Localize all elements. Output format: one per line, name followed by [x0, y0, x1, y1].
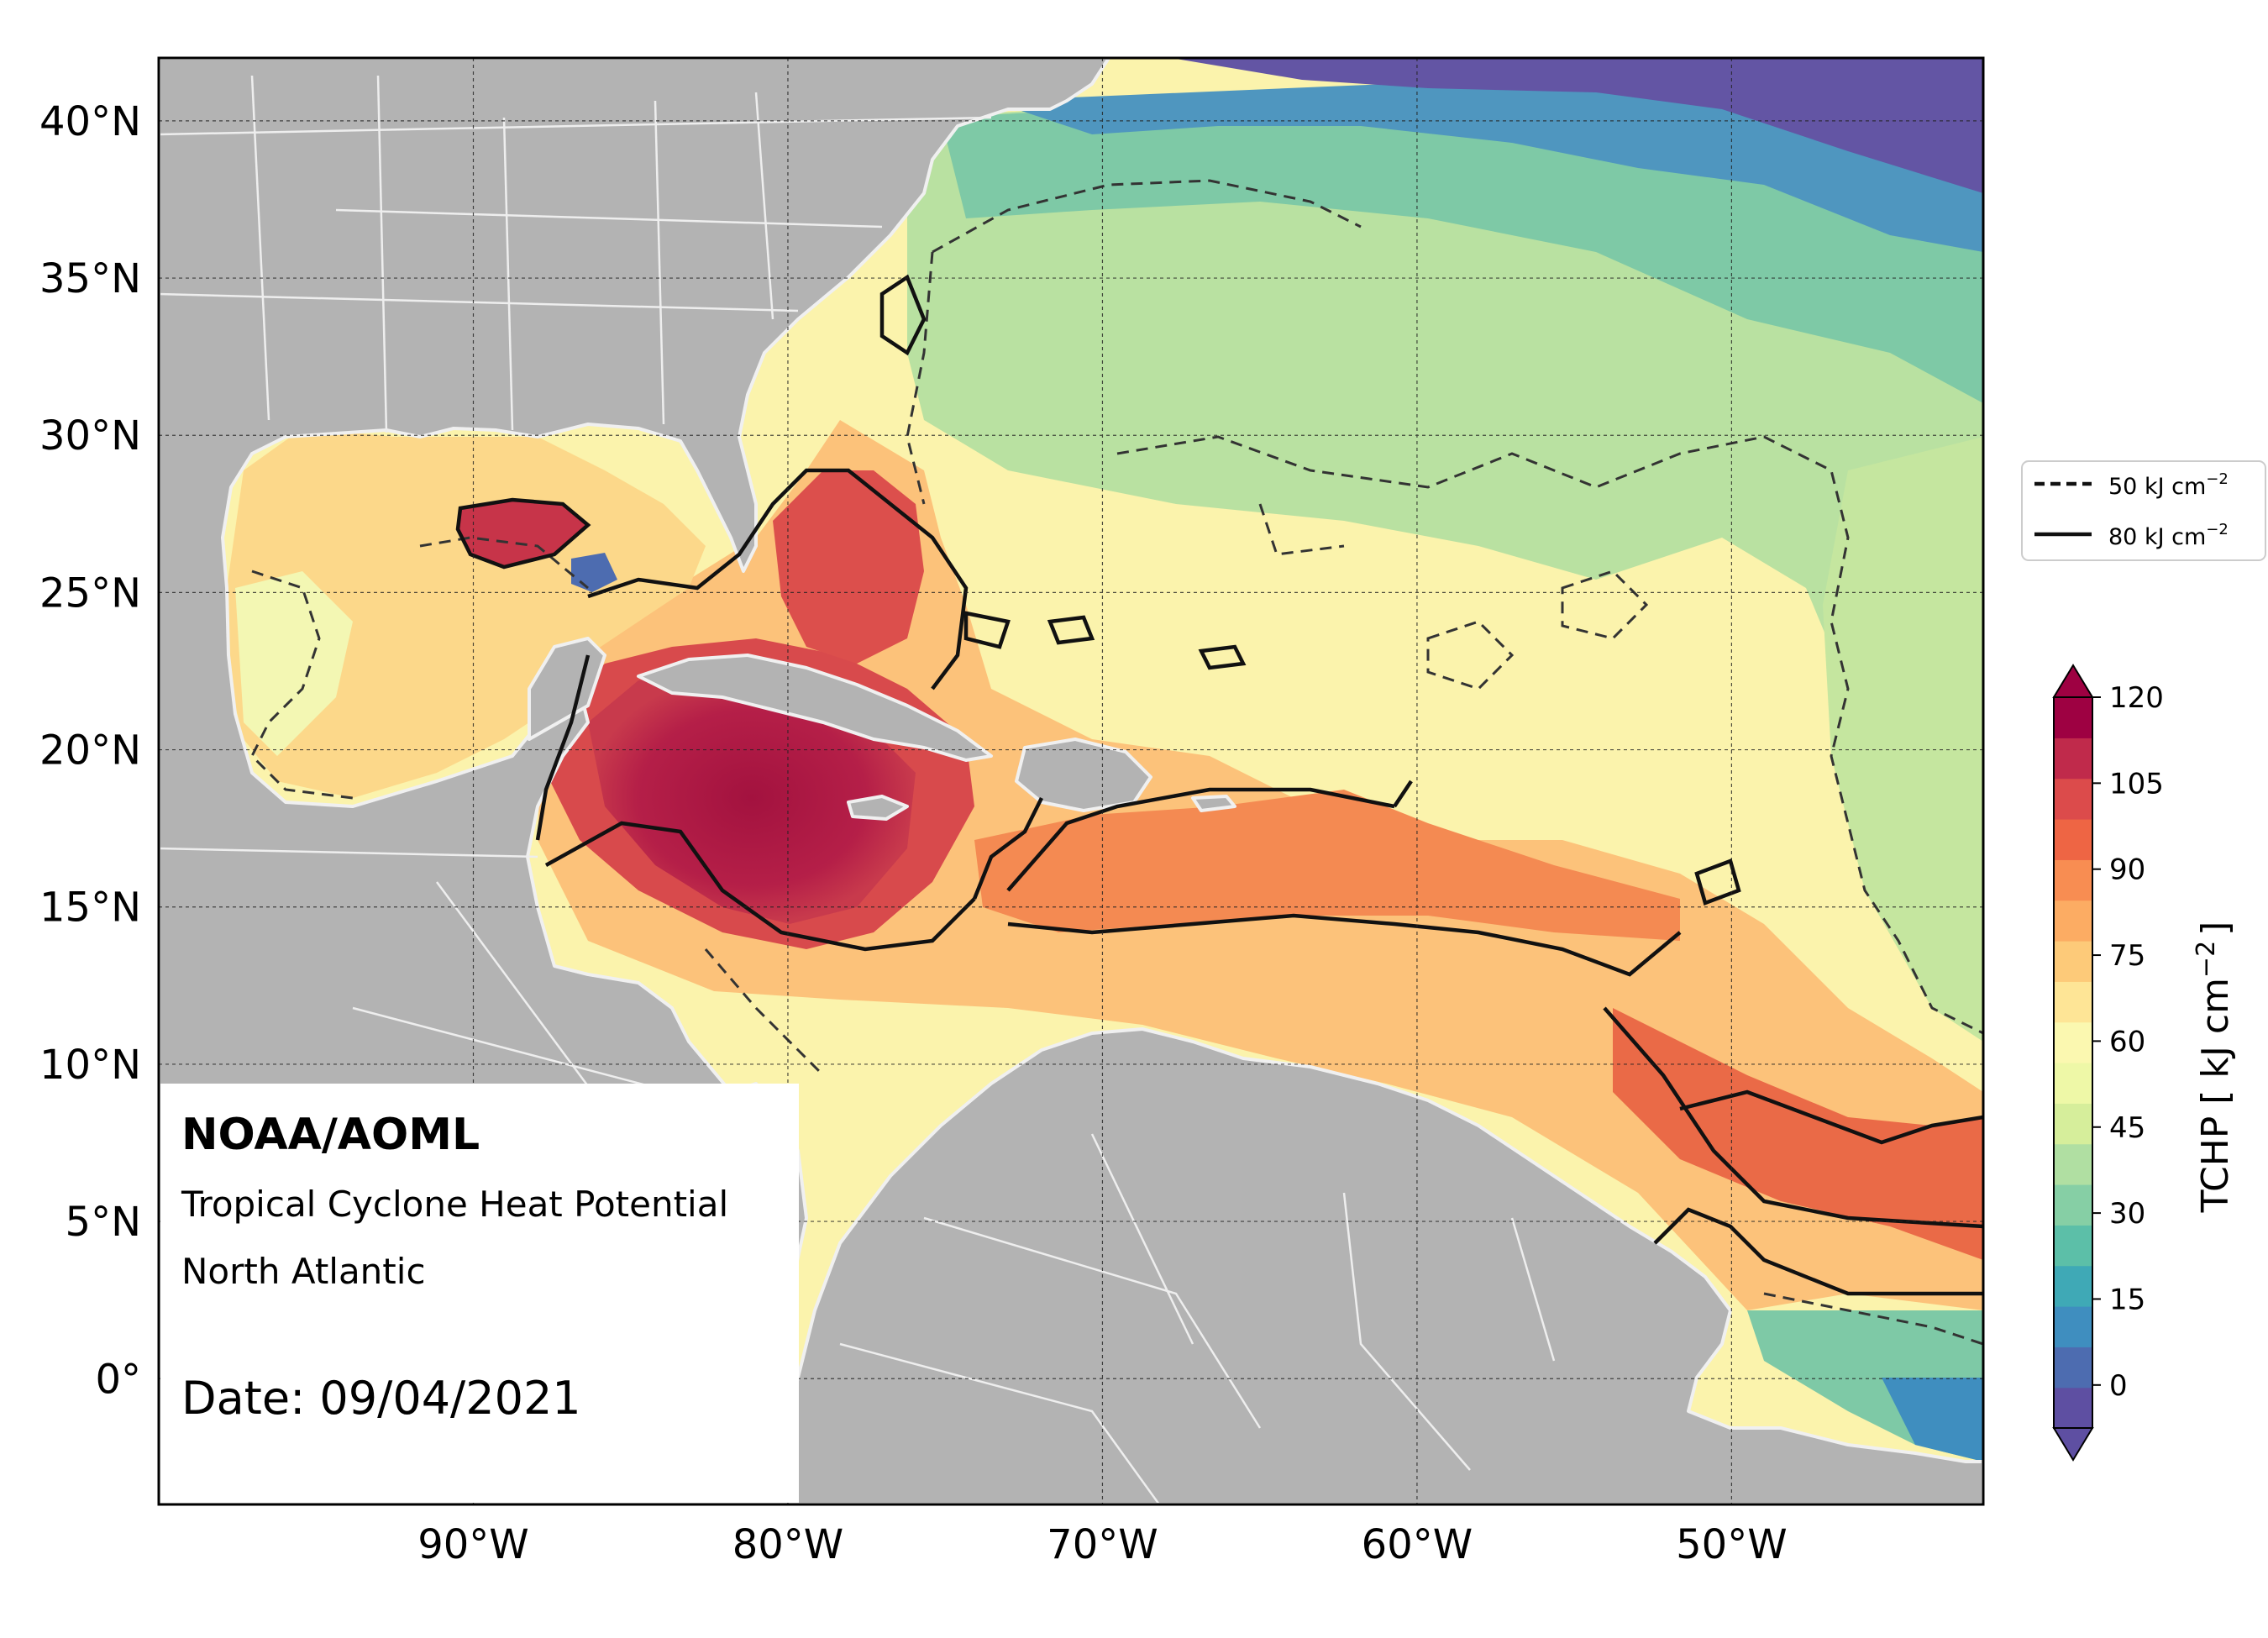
colorbar-tick-label: 45 — [2109, 1111, 2145, 1145]
y-tick-label: 5°N — [66, 1199, 141, 1246]
x-tick-label: 80°W — [732, 1521, 844, 1568]
colorbar-segment — [2054, 941, 2092, 982]
colorbar-segment — [2054, 1225, 2092, 1267]
political-borders — [159, 75, 1556, 1504]
contour-legend: 50 kJ cm−2 80 kJ cm−2 — [2021, 460, 2266, 561]
colorbar-extend-min — [2052, 1427, 2094, 1462]
colorbar-tick-label: 120 — [2109, 681, 2164, 715]
x-axis-labels: 90°W 80°W 70°W 60°W 50°W — [417, 1521, 1787, 1568]
colorbar-segment — [2054, 738, 2092, 780]
colorbar-segment — [2054, 1103, 2092, 1145]
colorbar-segment — [2054, 1063, 2092, 1104]
colorbar-extend-max — [2052, 664, 2094, 698]
tchp-bahamas-warm — [773, 470, 924, 664]
colorbar-label: TCHP [ kJ cm−2] — [2192, 921, 2237, 1214]
colorbar-tick-label: 0 — [2109, 1369, 2128, 1403]
x-tick-label: 60°W — [1362, 1521, 1473, 1568]
land-puerto-rico — [1191, 795, 1236, 812]
y-tick-label: 25°N — [39, 570, 141, 617]
colorbar-tick-label: 105 — [2109, 767, 2164, 801]
tchp-band-red-east — [1613, 1008, 1983, 1260]
colorbar-segment — [2054, 1347, 2092, 1389]
map-area — [159, 58, 1983, 1504]
colorbar-segment — [2054, 859, 2092, 901]
colorbar-segment — [2054, 819, 2092, 860]
x-tick-label: 90°W — [417, 1521, 529, 1568]
legend-label-80: 80 kJ cm−2 — [2108, 521, 2229, 550]
info-region: North Atlantic — [181, 1251, 426, 1292]
info-date: Date: 09/04/2021 — [181, 1372, 581, 1425]
colorbar-segment — [2054, 778, 2092, 820]
colorbar-frame — [2053, 696, 2093, 1429]
contour-80 — [455, 274, 1983, 1296]
tchp-east-green — [1823, 437, 1983, 1042]
y-axis-labels: 40°N 35°N 30°N 25°N 20°N 15°N 10°N 5°N 0° — [39, 98, 141, 1403]
y-tick-label: 40°N — [39, 98, 141, 145]
colorbar-segment — [2054, 1143, 2092, 1185]
colorbar-segment — [2054, 1387, 2092, 1429]
colorbar-tick-label: 15 — [2109, 1283, 2145, 1316]
land-jamaica — [847, 795, 909, 821]
x-tick-label: 50°W — [1676, 1521, 1788, 1568]
colorbar-segment — [2054, 981, 2092, 1023]
y-tick-label: 30°N — [39, 412, 141, 459]
tchp-band-purple — [1176, 59, 1983, 193]
contour-50 — [250, 179, 1983, 1346]
colorbar-segment — [2054, 1306, 2092, 1347]
tchp-southeast-blue — [1882, 1378, 1983, 1462]
colorbar-tick-labels: 0 15 30 45 60 75 90 105 120 — [2092, 681, 2164, 1403]
info-product: Tropical Cyclone Heat Potential — [181, 1184, 728, 1225]
land-south-america — [754, 1027, 1983, 1504]
tchp-caribbean-core — [588, 672, 916, 924]
map-frame — [157, 56, 1985, 1506]
colorbar-tick-label: 90 — [2109, 853, 2145, 887]
colorbar-tick-label: 60 — [2109, 1025, 2145, 1058]
info-box: NOAA/AOML Tropical Cyclone Heat Potentia… — [160, 1084, 799, 1503]
colorbar-segment — [2054, 1265, 2092, 1307]
colorbar-segment — [2054, 697, 2092, 738]
tchp-gulf-loop-current — [458, 500, 588, 567]
y-tick-label: 35°N — [39, 255, 141, 302]
legend-label-50: 50 kJ cm−2 — [2108, 470, 2229, 500]
colorbar-segment — [2054, 1184, 2092, 1226]
info-org: NOAA/AOML — [181, 1110, 480, 1160]
y-tick-label: 15°N — [39, 885, 141, 932]
y-tick-label: 10°N — [39, 1042, 141, 1089]
y-tick-label: 0° — [95, 1356, 141, 1403]
info-box-background — [160, 1084, 799, 1503]
colorbar — [2052, 664, 2094, 1462]
land-cuba — [637, 654, 993, 762]
colorbar-tick-label: 75 — [2109, 939, 2145, 973]
tchp-band-red-orange — [974, 790, 1680, 941]
colorbar-tick-label: 30 — [2109, 1197, 2145, 1231]
x-tick-label: 70°W — [1047, 1521, 1158, 1568]
y-tick-label: 20°N — [39, 727, 141, 774]
colorbar-segment — [2054, 1021, 2092, 1063]
tchp-gulf-west-pale — [235, 571, 353, 756]
colorbar-segment — [2054, 900, 2092, 942]
